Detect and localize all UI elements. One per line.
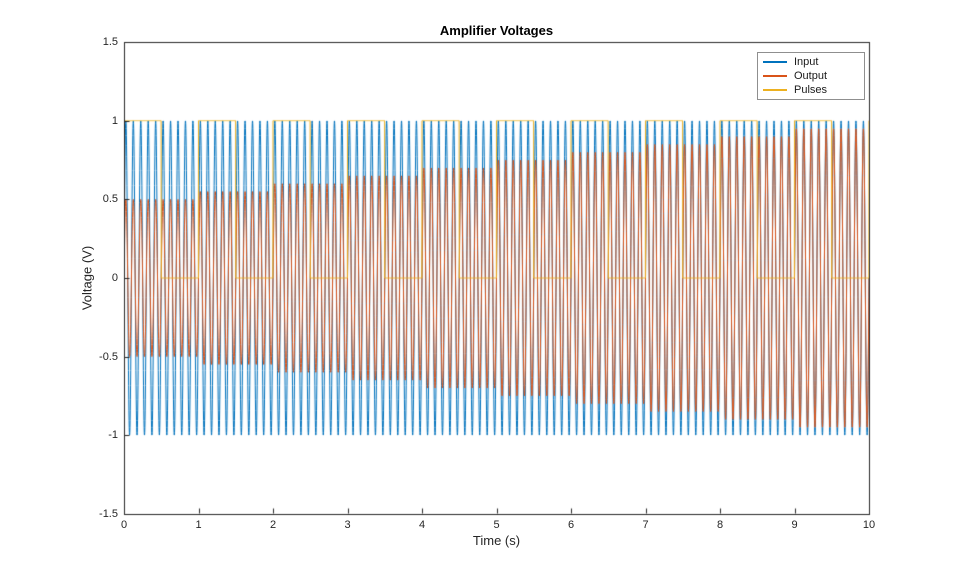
legend-line-sample-output <box>763 75 787 77</box>
y-tick-label: 1.5 <box>102 36 118 48</box>
x-tick-label: 10 <box>862 519 876 531</box>
legend-line-sample-pulses <box>763 89 787 91</box>
x-tick-label: 0 <box>120 519 128 531</box>
legend-label-input: Input <box>794 56 819 68</box>
legend-label-pulses: Pulses <box>794 84 828 96</box>
legend-item-pulses: Pulses <box>758 83 864 97</box>
legend: Input Output Pulses <box>757 52 865 100</box>
x-tick-label: 8 <box>716 519 724 531</box>
x-tick-label: 2 <box>269 519 277 531</box>
x-tick-label: 6 <box>567 519 575 531</box>
y-tick-label: -0.5 <box>99 350 118 363</box>
x-tick-label: 5 <box>493 519 500 531</box>
x-tick-label: 7 <box>642 519 649 531</box>
x-tick-label: 9 <box>791 519 798 531</box>
y-tick-label: 0.5 <box>102 193 118 206</box>
x-tick-label: 4 <box>418 519 426 531</box>
y-tick-label: 1 <box>111 114 118 127</box>
y-tick-label: -1.5 <box>99 508 118 520</box>
x-axis-label: Time (s) <box>472 533 521 548</box>
legend-line-sample-input <box>763 61 787 63</box>
chart-title: Amplifier Voltages <box>439 23 554 38</box>
legend-item-input: Input <box>758 55 864 69</box>
y-tick-label: -1 <box>108 429 118 442</box>
y-tick-label: 0 <box>111 272 118 284</box>
x-tick-label: 3 <box>344 519 351 531</box>
legend-item-output: Output <box>758 69 864 83</box>
legend-label-output: Output <box>794 70 828 82</box>
x-tick-label: 1 <box>195 519 202 531</box>
